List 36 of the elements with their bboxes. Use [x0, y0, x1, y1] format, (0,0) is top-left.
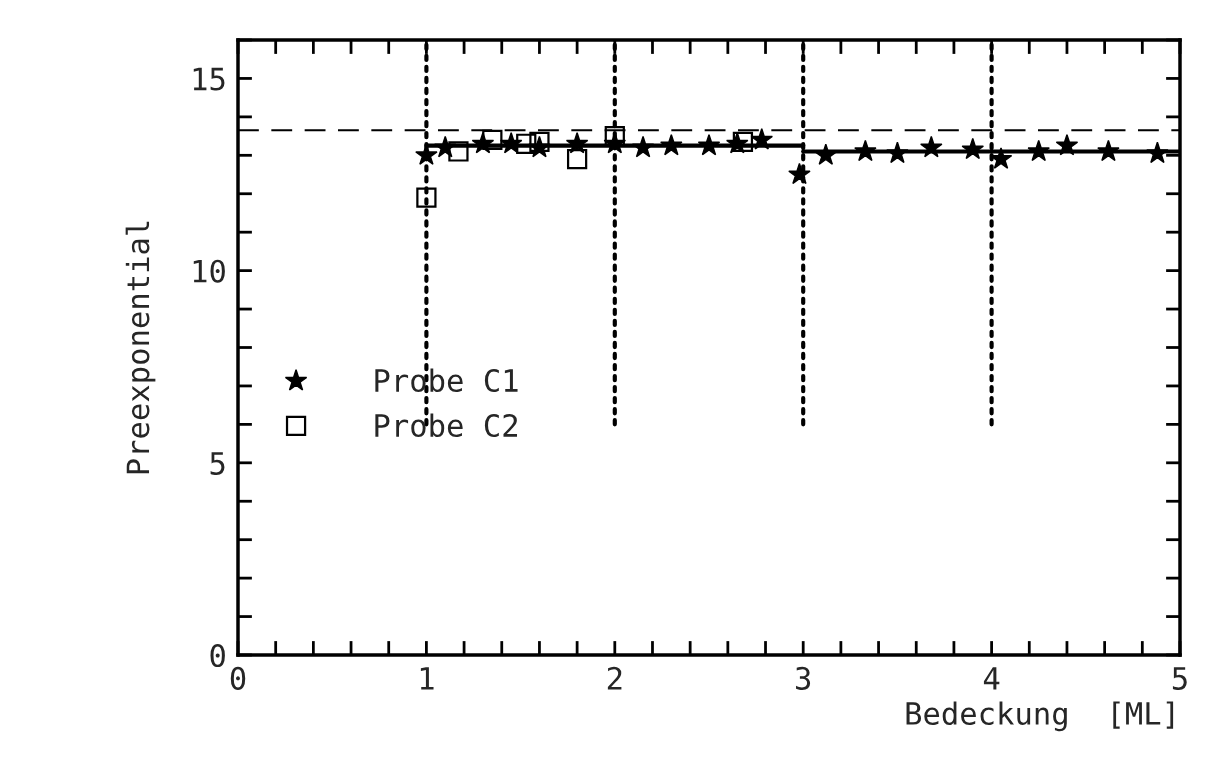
point — [482, 129, 503, 151]
point — [604, 125, 625, 147]
point — [516, 133, 537, 154]
point — [416, 187, 437, 208]
point — [660, 133, 683, 156]
point — [697, 133, 721, 156]
x-tick-label: 2 — [607, 666, 622, 690]
x-tick-label: 1 — [420, 667, 434, 690]
y-axis-title: Preexponential — [125, 221, 156, 474]
point — [814, 143, 838, 165]
point — [732, 131, 754, 152]
point — [1027, 139, 1050, 162]
y-tick-label: 15 — [193, 67, 225, 91]
x-axis-title: Bedeckung [ML] — [906, 701, 1174, 732]
point — [1097, 139, 1120, 162]
legend-label: Probe C2 — [375, 413, 518, 438]
point — [529, 131, 550, 152]
point — [750, 128, 774, 150]
point — [448, 141, 469, 162]
point — [920, 135, 943, 158]
y-tick-label: 0 — [210, 644, 225, 668]
point — [566, 149, 588, 170]
point — [961, 137, 985, 160]
point — [788, 162, 811, 185]
x-tick-label: 3 — [796, 666, 811, 690]
point — [1146, 141, 1169, 164]
point — [854, 139, 877, 162]
x-tick-label: 5 — [1172, 667, 1187, 690]
point — [631, 135, 655, 158]
y-tick-label: 10 — [193, 259, 225, 283]
x-tick-label: 0 — [230, 666, 246, 690]
point — [886, 141, 909, 164]
y-tick-label: 5 — [210, 452, 225, 475]
legend-label: Probe C1 — [375, 368, 518, 393]
point — [1055, 133, 1079, 156]
x-tick-label: 4 — [983, 667, 1000, 690]
